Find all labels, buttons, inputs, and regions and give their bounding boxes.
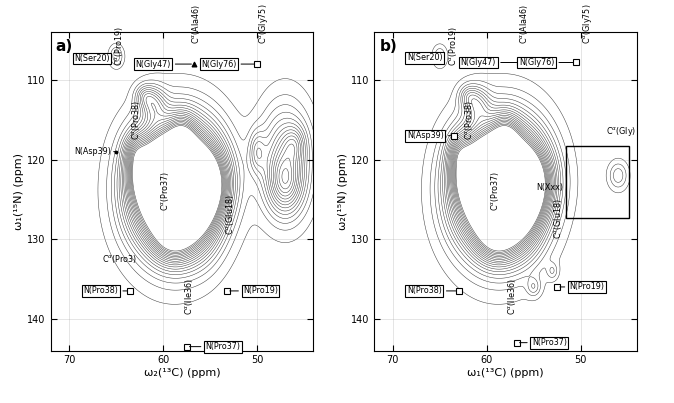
Text: N(Asp39): N(Asp39)	[74, 147, 116, 156]
Text: C$^{\alpha}$(Pro3): C$^{\alpha}$(Pro3)	[102, 253, 137, 265]
Y-axis label: ω₂(¹⁵N) (ppm): ω₂(¹⁵N) (ppm)	[338, 153, 348, 230]
Text: a): a)	[56, 39, 73, 54]
Text: C$^{\alpha}$(Pro37): C$^{\alpha}$(Pro37)	[489, 171, 501, 211]
Text: N(Ser20): N(Ser20)	[407, 53, 443, 62]
Text: C$^{\alpha}$(Gly): C$^{\alpha}$(Gly)	[606, 125, 636, 138]
Text: N(Gly47): N(Gly47)	[135, 60, 191, 69]
Text: C$^{\alpha}$(Ala46): C$^{\alpha}$(Ala46)	[518, 4, 530, 44]
X-axis label: ω₁(¹³C) (ppm): ω₁(¹³C) (ppm)	[467, 368, 544, 378]
Text: N(Pro37): N(Pro37)	[189, 342, 241, 351]
Text: N(Asp39): N(Asp39)	[407, 131, 451, 140]
Text: C$^{\alpha}$(Pro19): C$^{\alpha}$(Pro19)	[113, 25, 125, 66]
Text: C$^{\alpha}$(Pro19): C$^{\alpha}$(Pro19)	[448, 25, 459, 66]
Text: N(Pro19): N(Pro19)	[230, 287, 278, 295]
Text: N(Ser20): N(Ser20)	[74, 54, 110, 63]
Text: C$^{\alpha}$(Gly75): C$^{\alpha}$(Gly75)	[581, 4, 594, 44]
Text: N(Xxx): N(Xxx)	[537, 183, 563, 192]
Y-axis label: ω₁(¹⁵N) (ppm): ω₁(¹⁵N) (ppm)	[14, 153, 24, 230]
Text: C$^{\alpha}$(Gly75): C$^{\alpha}$(Gly75)	[257, 4, 270, 44]
Text: b): b)	[379, 39, 397, 54]
Text: N(Pro19): N(Pro19)	[560, 283, 605, 291]
Text: N(Gly76): N(Gly76)	[201, 60, 254, 69]
Bar	[565, 146, 630, 218]
Text: N(Gly76): N(Gly76)	[519, 58, 573, 67]
Text: N(Pro37): N(Pro37)	[520, 338, 567, 347]
Text: C$^{\alpha}$(Ile36): C$^{\alpha}$(Ile36)	[183, 278, 195, 315]
Text: C$^{\alpha}$(Pro37): C$^{\alpha}$(Pro37)	[158, 171, 171, 211]
Text: N(Gly47): N(Gly47)	[461, 58, 517, 67]
Text: C$^{\alpha}$(Glu18): C$^{\alpha}$(Glu18)	[224, 194, 236, 235]
Text: N(Pro38): N(Pro38)	[407, 287, 456, 295]
Text: N(Pro38): N(Pro38)	[84, 287, 127, 295]
Text: C$^{\alpha}$(Pro38): C$^{\alpha}$(Pro38)	[130, 100, 142, 140]
Text: C$^{\alpha}$(Ile36): C$^{\alpha}$(Ile36)	[506, 278, 518, 315]
X-axis label: ω₂(¹³C) (ppm): ω₂(¹³C) (ppm)	[144, 368, 220, 378]
Text: C$^{\alpha}$(Pro38): C$^{\alpha}$(Pro38)	[463, 100, 475, 140]
Text: C$^{\alpha}$(Ala46): C$^{\alpha}$(Ala46)	[190, 4, 202, 44]
Text: C$^{\alpha}$(Glu18): C$^{\alpha}$(Glu18)	[553, 198, 564, 239]
